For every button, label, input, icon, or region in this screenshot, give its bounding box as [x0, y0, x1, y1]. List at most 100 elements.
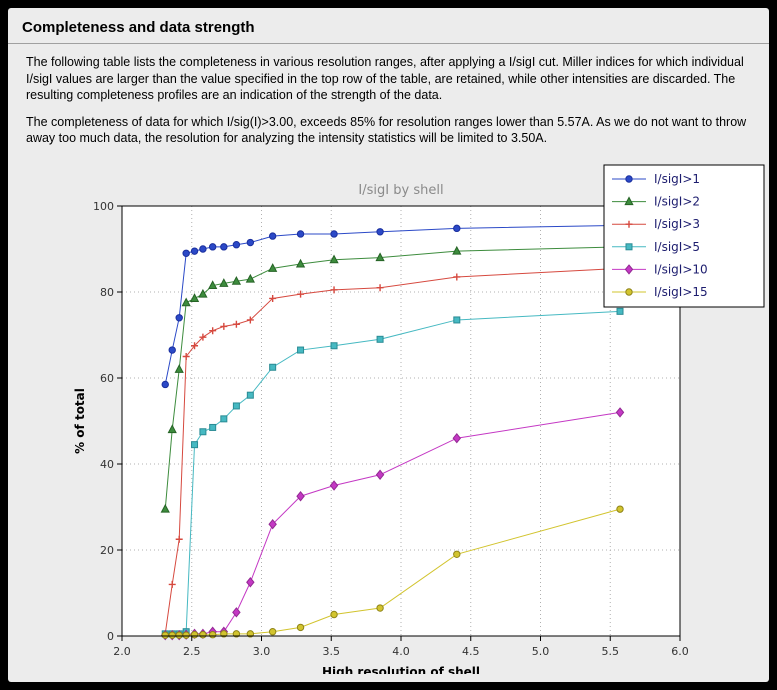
data-point-marker — [625, 242, 633, 250]
summary-paragraph: The completeness of data for which I/sig… — [26, 114, 747, 146]
legend-item: I/sigI>10 — [612, 262, 708, 276]
data-point-marker — [208, 279, 218, 289]
y-tick-label: 80 — [100, 286, 114, 299]
data-point-marker — [616, 307, 624, 315]
data-point-marker — [330, 285, 338, 293]
data-point-marker — [190, 246, 199, 255]
data-point-marker — [296, 229, 305, 238]
data-point-marker — [209, 423, 217, 431]
data-series-6 — [161, 504, 624, 639]
data-point-marker — [208, 630, 217, 638]
data-point-marker — [268, 518, 277, 529]
x-axis-label: High resolution of shell — [322, 665, 480, 674]
data-point-marker — [246, 315, 254, 323]
data-point-marker — [375, 251, 385, 261]
series-line — [164, 267, 621, 634]
data-point-marker — [375, 469, 385, 480]
legend-item: I/sigI>1 — [612, 172, 700, 186]
data-point-marker — [232, 629, 241, 638]
data-point-marker — [168, 630, 176, 639]
data-point-marker — [246, 629, 255, 638]
data-point-marker — [625, 174, 633, 183]
x-tick-label: 2.5 — [183, 645, 201, 658]
data-point-marker — [220, 242, 228, 251]
completeness-chart: 2.0 2.5 3.0 3.5 4.0 4.5 5.0 5.5 6.0 0 20 40 60 80 100 I… — [73, 164, 765, 679]
data-point-marker — [220, 629, 228, 638]
data-point-marker — [625, 287, 633, 296]
page-title: Completeness and data strength — [22, 19, 255, 36]
data-point-marker — [376, 603, 384, 612]
legend-item: I/sigI>5 — [612, 239, 700, 253]
x-tick-label: 3.5 — [323, 645, 341, 658]
data-point-marker — [269, 294, 277, 302]
data-point-marker — [174, 363, 184, 373]
series-line — [164, 245, 621, 509]
data-point-marker — [297, 346, 305, 354]
data-point-marker — [167, 423, 177, 433]
data-point-marker — [245, 273, 255, 283]
data-point-marker — [452, 432, 462, 443]
legend-label: I/sigI>2 — [654, 194, 700, 208]
report-panel: Completeness and data strength The follo… — [8, 8, 769, 682]
data-point-marker — [199, 427, 207, 435]
data-point-marker — [296, 623, 305, 631]
data-point-marker — [208, 242, 217, 251]
y-tick-label: 60 — [100, 372, 114, 385]
data-point-marker — [232, 606, 241, 618]
y-tick-label: 0 — [107, 630, 114, 643]
data-point-marker — [330, 610, 338, 618]
legend: I/sigI>1 I/sigI>2 I/sigI>3 I/sigI>5 I/sigI>1… — [603, 164, 765, 307]
data-point-marker — [376, 283, 384, 291]
legend-item: I/sigI>2 — [612, 194, 700, 208]
legend-label: I/sigI>5 — [654, 239, 700, 253]
data-point-marker — [181, 296, 191, 306]
data-point-marker — [330, 341, 338, 349]
data-point-marker — [191, 440, 199, 448]
data-point-marker — [295, 258, 306, 268]
legend-item: I/sigI>3 — [612, 217, 700, 231]
data-point-marker — [624, 263, 634, 275]
chart-container: 2.0 2.5 3.0 3.5 4.0 4.5 5.0 5.5 6.0 0 20 40 60 80 100 I… — [8, 159, 769, 679]
y-tick-label: 20 — [100, 544, 114, 557]
x-tick-label: 6.0 — [671, 645, 689, 658]
data-point-marker — [182, 249, 190, 257]
y-axis-label: % of total — [73, 388, 87, 454]
data-point-marker — [231, 275, 242, 285]
data-point-marker — [199, 630, 207, 638]
legend-item: I/sigI>15 — [612, 285, 708, 299]
x-tick-label: 5.5 — [602, 645, 620, 658]
data-point-marker — [329, 253, 339, 263]
data-point-marker — [268, 627, 277, 635]
data-point-marker — [376, 335, 384, 343]
intro-paragraph: The following table lists the completene… — [26, 55, 744, 102]
data-point-marker — [624, 195, 634, 205]
data-point-marker — [199, 244, 207, 253]
data-point-marker — [453, 224, 461, 232]
data-point-marker — [297, 290, 305, 298]
data-point-marker — [175, 313, 183, 322]
data-point-marker — [220, 322, 228, 330]
data-point-marker — [199, 333, 207, 341]
data-point-marker — [625, 220, 633, 228]
data-point-marker — [161, 630, 169, 639]
data-point-marker — [452, 245, 462, 255]
data-point-marker — [232, 320, 240, 328]
data-point-marker — [376, 227, 384, 236]
data-point-marker — [182, 630, 190, 639]
y-tick-label: 100 — [93, 200, 114, 213]
data-point-marker — [246, 391, 254, 399]
x-tick-label: 2.0 — [113, 645, 131, 658]
plot-area — [122, 205, 680, 636]
data-point-marker — [268, 231, 277, 240]
data-series-1 — [161, 221, 624, 388]
series-line — [164, 224, 621, 385]
data-point-marker — [191, 341, 199, 349]
legend-label: I/sigI>10 — [654, 262, 708, 276]
data-point-marker — [268, 262, 278, 272]
data-point-marker — [182, 352, 190, 360]
data-point-marker — [246, 238, 255, 246]
legend-label: I/sigI>15 — [654, 285, 708, 299]
data-point-marker — [189, 292, 200, 302]
data-point-marker — [616, 504, 624, 513]
data-point-marker — [175, 630, 183, 639]
